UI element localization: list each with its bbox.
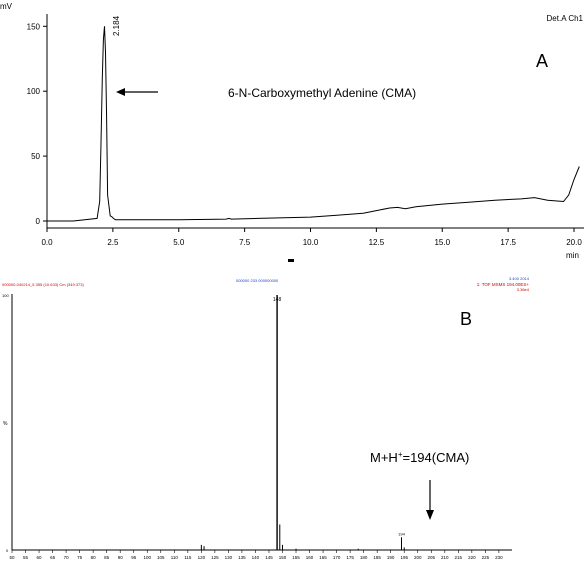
ms-x-tick-label: 60 (37, 555, 43, 560)
ms-x-tick-label: 180 (360, 555, 368, 560)
ms-x-tick-label: 175 (346, 555, 354, 560)
ms-y-mid-label: % (3, 421, 8, 427)
ms-x-tick-label: 145 (265, 555, 273, 560)
chromatogram-x-tick-label: 2.5 (107, 238, 119, 247)
chromatogram-x-tick-label: 5.0 (173, 238, 185, 247)
ms-x-tick-label: 100 (143, 555, 151, 560)
ms-x-tick-label: 70 (64, 555, 70, 560)
chromatogram-x-tick-label: 20.0 (566, 238, 582, 247)
ms-x-tick-label: 65 (50, 555, 56, 560)
ms-x-tick-label: 115 (184, 555, 192, 560)
panel-b-label: B (460, 309, 472, 329)
chromatogram-x-tick-label: 0.0 (41, 238, 53, 247)
ms-header-right-3: 3.36e4 (517, 287, 530, 292)
chromatogram-panel: mV Det.A Ch1 A 0 50 100 150 0.0 2.5 5.0 7.5 10.… (0, 2, 584, 262)
ms-annotation: M+H+=194(CMA) (370, 450, 469, 465)
chromatogram-x-tick-label: 7.5 (239, 238, 251, 247)
chromatogram-trace (47, 26, 580, 222)
chromatogram-y-tick-label: 100 (27, 87, 41, 96)
ms-header-left: 000000-040214_5 355 (10.633) Cm (349:373… (2, 282, 85, 287)
chromatogram-y-tick-label: 150 (27, 22, 41, 31)
ms-x-tick-label: 165 (319, 555, 327, 560)
ms-x-tick-label: 190 (387, 555, 395, 560)
mass-spectrum-panel: 000000-040214_5 355 (10.633) Cm (349:373… (2, 276, 530, 560)
ms-x-tick-label: 170 (333, 555, 341, 560)
ms-x-tick-label: 95 (131, 555, 137, 560)
ms-arrow (426, 480, 434, 520)
ms-x-tick-label: 130 (225, 555, 233, 560)
ms-x-tick-label: 215 (455, 555, 463, 560)
ms-header-right-2: 1: TOF MSMS 194.00ES+ (477, 282, 530, 287)
ms-x-tick-label: 160 (306, 555, 314, 560)
ms-x-tick-label: 85 (104, 555, 110, 560)
ms-x-tick-label: 195 (400, 555, 408, 560)
chromatogram-y-tick-label: 50 (31, 152, 40, 161)
ms-x-tick-label: 140 (252, 555, 260, 560)
ms-x-tick-label: 90 (118, 555, 124, 560)
panel-a-label: A (536, 51, 548, 71)
ms-y-top-label: 100 (2, 293, 9, 298)
ms-x-tick-label: 75 (77, 555, 83, 560)
chromatogram-x-unit: min (566, 251, 579, 260)
chromatogram-x-tick-label: 17.5 (500, 238, 516, 247)
chromatogram-annotation: 6-N-Carboxymethyl Adenine (CMA) (228, 86, 416, 100)
ms-x-tick-label: 230 (495, 555, 503, 560)
ms-x-tick-label: 135 (238, 555, 246, 560)
ms-y-bottom-label: 0 (6, 548, 9, 553)
ms-x-tick-label: 150 (279, 555, 287, 560)
separator-mark (288, 259, 294, 262)
ms-x-tick-label: 110 (171, 555, 179, 560)
chromatogram-y-tick-label: 0 (36, 217, 41, 226)
chromatogram-x-tick-label: 15.0 (434, 238, 450, 247)
chromatogram-channel-label: Det.A Ch1 (547, 14, 584, 23)
ms-x-tick-label: 55 (23, 555, 29, 560)
ms-peak-label-194: 194 (398, 531, 405, 536)
ms-x-tick-label: 220 (468, 555, 476, 560)
ms-x-tick-label: 185 (373, 555, 381, 560)
ms-x-tick-label: 50 (9, 555, 15, 560)
chromatogram-y-unit: mV (0, 2, 13, 11)
chromatogram-x-tick-label: 12.5 (369, 238, 385, 247)
ms-x-tick-label: 80 (91, 555, 97, 560)
chromatogram-x-tick-label: 10.0 (303, 238, 319, 247)
ms-header-right-1: 3.400 2014 (509, 276, 530, 281)
chromatogram-arrow (116, 88, 158, 96)
ms-x-tick-label: 125 (211, 555, 219, 560)
ms-x-tick-label: 105 (157, 555, 165, 560)
ms-x-tick-label: 120 (198, 555, 206, 560)
chromatogram-peak-label: 2.184 (112, 15, 121, 36)
ms-x-tick-label: 205 (428, 555, 436, 560)
ms-x-tick-label: 200 (414, 555, 422, 560)
ms-header-center: 000000 233 000000000 (236, 278, 279, 283)
ms-x-tick-label: 155 (292, 555, 300, 560)
ms-x-tick-label: 210 (441, 555, 449, 560)
ms-x-tick-label: 225 (482, 555, 490, 560)
ms-peak-label-148: 148 (273, 297, 282, 303)
